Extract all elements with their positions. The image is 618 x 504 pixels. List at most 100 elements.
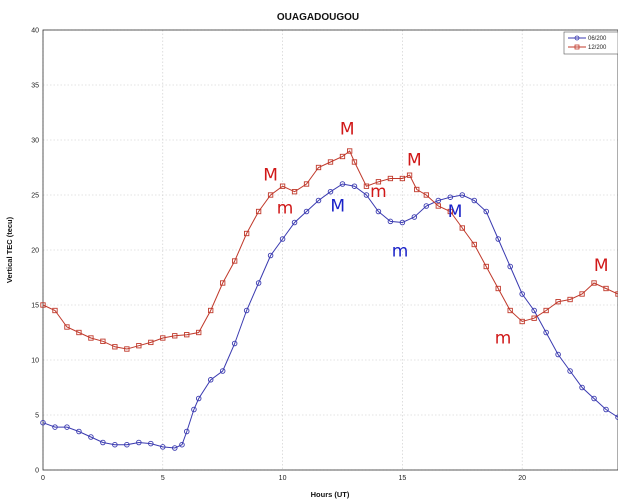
series-1-marker	[579, 384, 585, 391]
series-2-marker	[160, 335, 166, 341]
y-tick-label: 30	[31, 138, 39, 145]
y-tick-label: 20	[31, 248, 39, 255]
series-1-marker	[315, 197, 322, 204]
series-1-marker	[267, 252, 274, 259]
series-1-marker	[179, 441, 185, 448]
legend-marker	[574, 35, 580, 41]
series-2-marker	[124, 346, 130, 352]
series-1-marker	[495, 236, 501, 242]
series-2-marker	[136, 343, 142, 349]
series-1-marker	[435, 197, 442, 204]
series-1-marker	[471, 197, 478, 204]
x-tick-label: 15	[398, 475, 406, 482]
series-2-marker	[267, 192, 274, 198]
series-2-marker	[184, 332, 190, 338]
series-1-marker	[363, 192, 370, 198]
x-tick-label: 5	[161, 475, 165, 482]
series-1-marker	[387, 218, 394, 225]
series-2-marker	[406, 172, 413, 178]
series-1-marker	[207, 377, 214, 383]
series-1-marker	[411, 214, 418, 220]
series-1-marker	[231, 340, 238, 347]
y-tick-label: 5	[35, 413, 39, 420]
series-2-marker	[351, 159, 358, 165]
series-2-marker	[172, 333, 178, 339]
series-1-marker	[191, 406, 197, 413]
series-1-marker	[183, 428, 190, 435]
series-2-marker	[555, 299, 561, 305]
series-2-marker	[196, 329, 202, 336]
series-1-marker	[543, 329, 549, 336]
series-1-marker	[591, 395, 597, 402]
series-2-marker	[471, 241, 477, 248]
series-1-marker	[255, 280, 262, 286]
y-tick-label: 10	[31, 358, 39, 365]
series-2-marker	[208, 307, 214, 314]
x-tick-label: 10	[279, 475, 287, 482]
series-1-marker	[351, 183, 358, 189]
y-tick-label: 15	[31, 303, 39, 310]
series-1-marker	[40, 419, 46, 426]
series-line-1	[42, 183, 618, 449]
y-tick-label: 40	[31, 28, 39, 35]
series-1-marker	[531, 307, 537, 314]
annotation-label: m	[277, 199, 294, 219]
series-2-marker	[327, 159, 334, 165]
series-1-marker	[124, 441, 130, 448]
series-1-marker	[399, 219, 406, 226]
legend-label: 12/200	[588, 45, 607, 51]
series-1-marker	[555, 351, 561, 358]
annotation-label: m	[370, 182, 387, 202]
series-1-marker	[603, 406, 609, 413]
series-1-marker	[160, 444, 166, 450]
series-1-marker	[615, 414, 618, 420]
series-2-marker	[255, 208, 262, 215]
series-1-marker	[519, 291, 525, 297]
series-1-marker	[423, 203, 430, 209]
series-2-marker	[363, 183, 370, 189]
series-2-marker	[459, 225, 465, 231]
series-2-marker	[414, 186, 420, 193]
series-1-marker	[567, 368, 573, 374]
series-2-marker	[64, 324, 70, 330]
series-2-marker	[483, 263, 489, 270]
series-2-marker	[507, 307, 513, 314]
series-2-marker	[291, 189, 298, 195]
series-2-marker	[220, 280, 226, 286]
series-1-marker	[88, 434, 94, 440]
y-tick-label: 0	[35, 468, 39, 475]
series-2-marker	[40, 302, 46, 308]
series-1-marker	[459, 192, 466, 198]
series-2-marker	[375, 179, 382, 185]
series-1-marker	[279, 236, 286, 242]
series-2-marker	[112, 344, 118, 350]
series-2-marker	[303, 181, 310, 187]
y-axis-label: Vertical TEC (tecu)	[5, 216, 14, 283]
series-2-marker	[347, 148, 353, 154]
series-2-marker	[232, 258, 238, 264]
y-tick-label: 25	[31, 193, 39, 200]
series-1-marker	[447, 194, 454, 200]
annotation-label: M	[448, 202, 463, 222]
plot-area	[42, 29, 618, 471]
series-2-marker	[243, 230, 250, 237]
series-line-2	[42, 150, 618, 350]
series-2-marker	[387, 175, 394, 182]
annotation-label: M	[340, 120, 355, 140]
series-2-marker	[579, 291, 585, 297]
legend-marker	[574, 44, 580, 50]
annotation-label: m	[392, 242, 409, 262]
series-1-marker	[339, 181, 346, 187]
series-1-marker	[112, 441, 118, 448]
annotation-label: M	[407, 150, 422, 170]
series-2-marker	[339, 153, 346, 160]
series-2-marker	[435, 203, 441, 209]
series-1-marker	[507, 263, 513, 270]
series-2-marker	[543, 307, 549, 314]
x-tick-label: 0	[41, 475, 45, 482]
series-2-marker	[100, 338, 106, 344]
series-2-marker	[52, 307, 58, 314]
series-1-marker	[219, 368, 226, 374]
series-2-marker	[399, 175, 406, 182]
